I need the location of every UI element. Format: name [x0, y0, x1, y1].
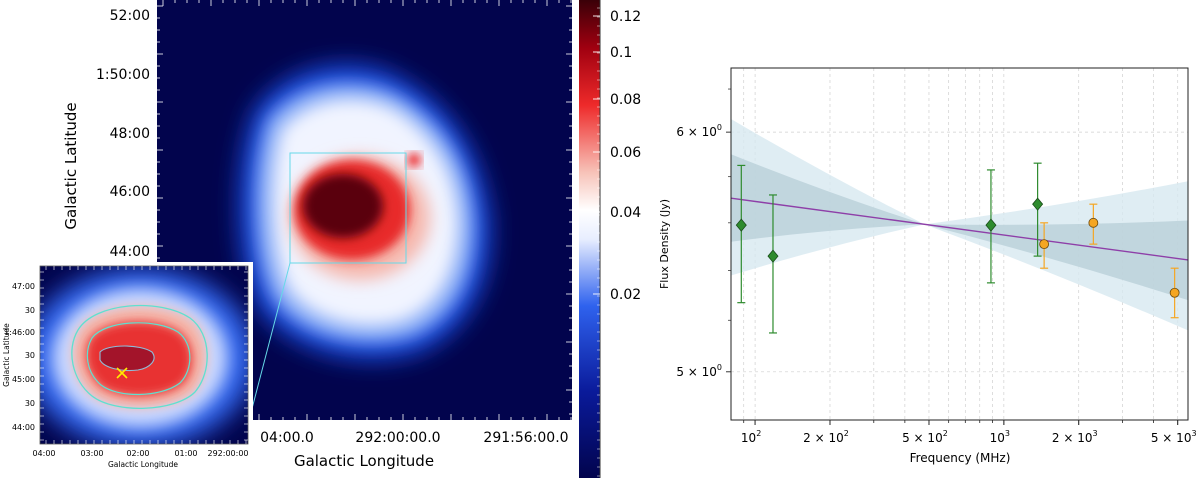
colorbar-tick-label: 0.08: [610, 92, 641, 108]
fit-confidence-band-inner: [731, 154, 1188, 301]
data-point-diamond: [1032, 197, 1044, 211]
inset-x-tick-label: 292:00:00: [207, 449, 248, 458]
data-points: [735, 162, 1180, 334]
inset-y-axis-label: Galactic Latitude: [2, 323, 11, 387]
data-point-diamond: [767, 249, 779, 263]
remnant-dark-core: [303, 174, 383, 238]
colorbar: 0.12 0.1 0.08 0.06 0.04 0.02: [579, 0, 641, 478]
colorbar-tick-label: 0.1: [610, 45, 632, 61]
main-x-tick-label: 292:00:00.0: [355, 430, 440, 446]
inset-y-tick-label: 30: [25, 351, 35, 360]
inset-x-tick-label: 03:00: [80, 449, 103, 458]
inset-y-tick-label: 45:00: [12, 375, 35, 384]
main-y-tick-label: 44:00: [110, 244, 150, 260]
main-x-tick-labels: 04:00.0 292:00:00.0 291:56:00.0: [260, 430, 568, 446]
colorbar-ticks: [593, 7, 600, 477]
inset-mid-contour: [86, 322, 191, 396]
inset-ticks: [40, 266, 248, 444]
main-x-axis-label: Galactic Longitude: [294, 452, 434, 470]
plot-x-tick-label: 2 × 102: [803, 429, 849, 445]
plot-x-tick-label: 102: [741, 429, 761, 445]
remnant-hot-spot: [407, 153, 421, 167]
colorbar-tick-label: 0.06: [610, 145, 641, 161]
plot-ticks: [726, 88, 1179, 425]
main-sky-image: [157, 0, 572, 425]
inset-y-tick-label: 30: [25, 399, 35, 408]
inset-x-tick-label: 02:00: [126, 449, 149, 458]
plot-y-tick-label: 5 × 100: [676, 363, 722, 379]
main-y-tick-label: 1:50:00: [96, 67, 150, 83]
main-x-tick-label: 04:00.0: [260, 430, 314, 446]
fit-confidence-band-outer: [731, 119, 1188, 331]
plot-frame: [730, 67, 1189, 421]
inset-x-tick-label: 04:00: [32, 449, 55, 458]
plot-y-tick-label: 6 × 100: [676, 123, 722, 139]
inset-y-tick-label: 47:00: [12, 282, 35, 291]
plot-x-axis-label: Frequency (MHz): [910, 451, 1011, 465]
highlight-box: [289, 152, 407, 264]
colorbar-gradient: [579, 0, 600, 478]
colorbar-tick-label: 0.12: [610, 9, 641, 25]
plot-x-tick-label: 2 × 103: [1052, 429, 1098, 445]
main-y-tick-label: 48:00: [110, 126, 150, 142]
inset-x-tick-labels: 04:00 03:00 02:00 01:00 292:00:00: [32, 449, 248, 458]
inset-y-tick-labels: 47:00 30 1:46:00 30 45:00 30 44:00: [4, 282, 35, 432]
plot-x-tick-label: 103: [990, 429, 1010, 445]
spectrum-plot: 6 × 100 5 × 100 Flux Density (Jy) 102 2 …: [658, 67, 1197, 465]
data-point-circle: [1039, 239, 1050, 250]
inset-x-axis-label: Galactic Longitude: [108, 460, 178, 469]
inset-outer-contour: [71, 304, 208, 409]
inset-frame: [39, 265, 249, 445]
main-y-tick-label: 52:00: [110, 8, 150, 24]
inset-panel: 47:00 30 1:46:00 30 45:00 30 44:00 Galac…: [0, 262, 253, 478]
main-y-tick-labels: 52:00 1:50:00 48:00 46:00 44:00: [96, 8, 150, 260]
main-y-tick-label: 46:00: [110, 184, 150, 200]
plot-y-axis-label: Flux Density (Jy): [658, 199, 671, 289]
main-x-tick-label: 291:56:00.0: [483, 430, 568, 446]
data-point-circle: [1088, 217, 1099, 228]
fit-line: [731, 197, 1188, 261]
inset-x-tick-label: 01:00: [174, 449, 197, 458]
inset-y-tick-label: 30: [25, 306, 35, 315]
colorbar-tick-label: 0.02: [610, 287, 641, 303]
data-point-diamond: [985, 218, 997, 232]
main-y-axis-label: Galactic Latitude: [62, 102, 80, 229]
inset-y-tick-label: 44:00: [12, 423, 35, 432]
colorbar-tick-label: 0.04: [610, 205, 641, 221]
data-point-diamond: [735, 218, 747, 232]
inset-position-marker: [116, 367, 128, 379]
inset-inner-contour: [99, 345, 155, 372]
zoom-connector-line: [247, 262, 291, 425]
data-point-circle: [1169, 287, 1180, 298]
plot-x-tick-label: 5 × 103: [1151, 429, 1197, 445]
plot-x-tick-label: 5 × 102: [902, 429, 948, 445]
inset-y-tick-label: 1:46:00: [4, 328, 35, 337]
